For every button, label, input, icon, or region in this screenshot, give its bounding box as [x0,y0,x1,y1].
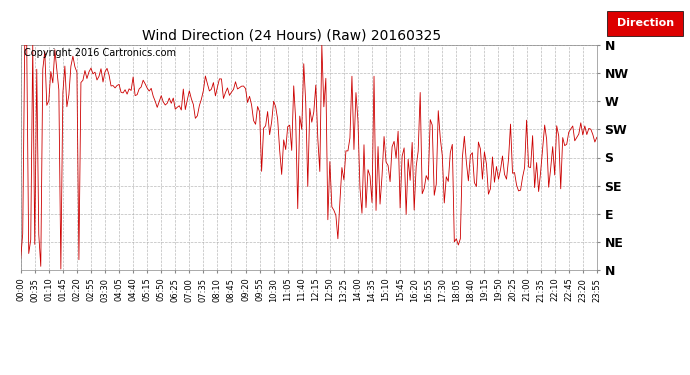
Text: Copyright 2016 Cartronics.com: Copyright 2016 Cartronics.com [23,48,175,58]
Text: Direction: Direction [617,18,673,28]
Title: Wind Direction (24 Hours) (Raw) 20160325: Wind Direction (24 Hours) (Raw) 20160325 [142,28,441,42]
